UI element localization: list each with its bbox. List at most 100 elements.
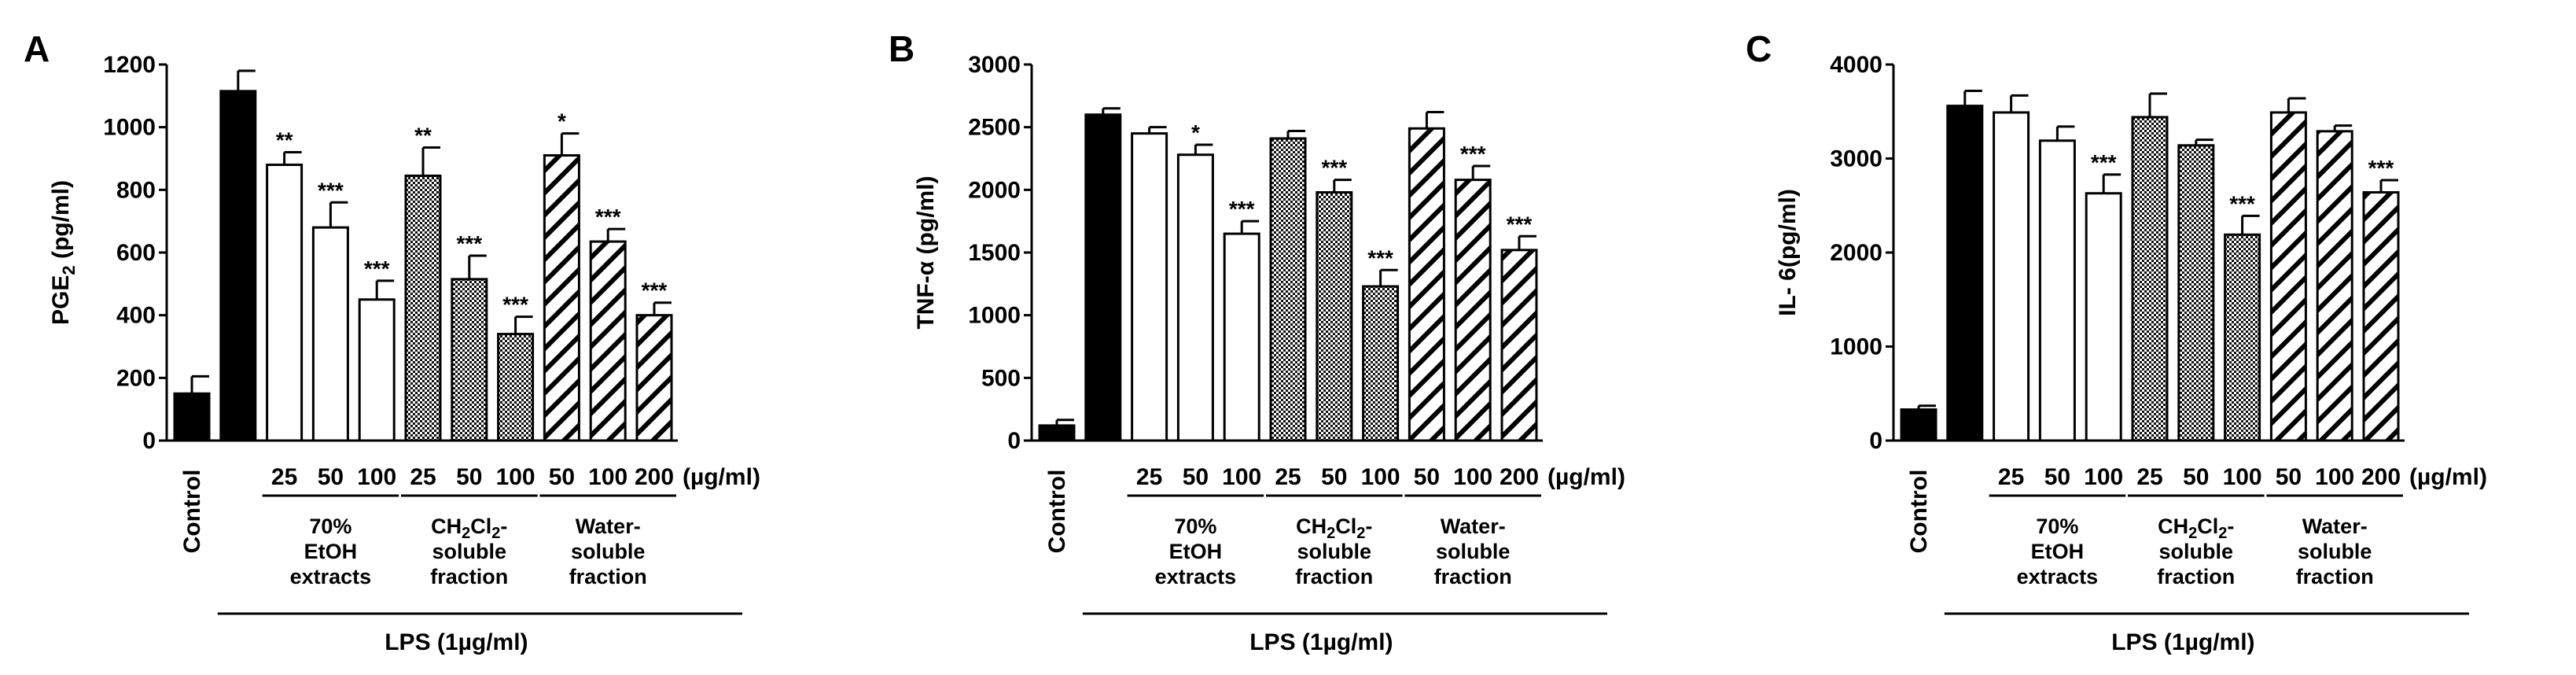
y-axis-label-main: PGE	[48, 275, 74, 325]
y-axis-label-main: IL- 6(pg/ml)	[1775, 189, 1801, 316]
group-label: CH2Cl2-	[1296, 515, 1372, 542]
significance-label: ***	[2229, 191, 2255, 216]
dose-label: 50	[1321, 464, 1347, 490]
dose-label: 50	[2044, 464, 2070, 490]
y-axis-label: PGE2 (pg/ml)	[48, 180, 79, 325]
bar	[2224, 233, 2261, 442]
dose-label: 25	[410, 464, 436, 490]
dose-label: 25	[1275, 464, 1301, 490]
panel-c: C 0 1000 2000 3000 4000 IL- 6(pg/ml) *** *** *** C…	[1746, 28, 2487, 655]
group-label: fraction	[2157, 565, 2235, 588]
dose-label: 100	[357, 464, 396, 490]
y-tick-label: 2500	[968, 115, 1021, 141]
dose-label: 50	[2276, 464, 2302, 490]
bar	[1223, 232, 1260, 442]
group-label: soluble	[432, 540, 507, 563]
dose-label: 100	[2223, 464, 2262, 490]
group-label: fraction	[1295, 565, 1373, 588]
dose-unit-label: (µg/ml)	[683, 464, 760, 490]
y-tick-label: 1000	[968, 303, 1021, 329]
bar	[2269, 111, 2307, 442]
group-label-part: 2	[2188, 525, 2197, 542]
dose-label: 50	[1414, 464, 1440, 490]
bar	[1316, 191, 1353, 442]
group-label: extracts	[2017, 565, 2099, 588]
bar	[219, 90, 257, 442]
dose-label: 25	[2136, 464, 2162, 490]
group-label-part: Cl	[2197, 515, 2218, 538]
dose-unit-label: (µg/ml)	[2409, 464, 2487, 490]
bar	[2177, 144, 2215, 442]
bar	[1993, 111, 2030, 442]
y-tick-label: 500	[981, 365, 1021, 391]
significance-label: ***	[595, 205, 621, 229]
group-label: 70%	[1174, 515, 1216, 538]
bar	[451, 278, 488, 442]
y-tick-label: 1000	[103, 115, 156, 141]
y-tick-label: 0	[1007, 428, 1021, 454]
group-label: EtOH	[2031, 540, 2085, 563]
group-label: CH2Cl2-	[2158, 515, 2234, 542]
bar	[635, 314, 673, 442]
group-label: 70%	[309, 515, 351, 538]
group-label: Water-	[2302, 515, 2368, 538]
group-label-part: Cl	[1335, 515, 1356, 538]
group-label: EtOH	[304, 540, 358, 563]
y-tick-label: 4000	[1830, 52, 1882, 78]
group-label-part: 2	[2218, 525, 2227, 542]
group-label-part: CH	[2158, 515, 2188, 538]
dose-label: 50	[2183, 464, 2209, 490]
bar	[404, 174, 442, 442]
bar	[266, 163, 304, 442]
dose-label: 50	[549, 464, 575, 490]
significance-label: ***	[318, 178, 344, 202]
bar	[497, 333, 535, 442]
y-tick-label: 1000	[1830, 334, 1882, 360]
group-label: fraction	[1434, 565, 1512, 588]
y-tick-label: 600	[116, 240, 156, 266]
bar	[2085, 192, 2122, 442]
bar	[1269, 137, 1307, 442]
significance-label: **	[414, 124, 432, 148]
dose-label: 100	[2315, 464, 2354, 490]
group-label: soluble	[2159, 540, 2234, 563]
bar	[173, 392, 211, 442]
lps-label: LPS (1µg/ml)	[2111, 629, 2254, 655]
y-tick-label: 1500	[968, 240, 1021, 266]
bar	[543, 154, 580, 442]
y-tick-label: 400	[116, 303, 156, 329]
bar	[2131, 116, 2169, 442]
bar	[1946, 105, 1984, 442]
bar	[1500, 249, 1538, 442]
dose-label: 25	[1998, 464, 2024, 490]
y-axis-label: IL- 6(pg/ml)	[1775, 189, 1801, 316]
dose-label: 100	[588, 464, 627, 490]
group-label-part: 2	[1327, 525, 1335, 542]
bar	[1084, 113, 1122, 442]
significance-label: ***	[2368, 156, 2394, 180]
group-label-part: CH	[431, 515, 462, 538]
bar	[358, 298, 396, 442]
panel-letter: A	[24, 28, 50, 69]
group-label: extracts	[290, 565, 372, 588]
y-tick-label: 0	[142, 428, 156, 454]
panel-letter: C	[1746, 28, 1772, 69]
bar	[311, 226, 349, 442]
significance-label: ***	[1460, 142, 1486, 166]
y-tick-label: 800	[116, 177, 156, 203]
group-label-part: 2	[462, 525, 470, 542]
group-label: fraction	[430, 565, 508, 588]
bar	[2362, 191, 2400, 442]
group-label: Water-	[576, 515, 641, 538]
group-label-part: -	[500, 515, 507, 538]
bar	[1900, 408, 1938, 442]
y-axis-label-unit: (pg/ml)	[48, 180, 74, 265]
group-label-part: CH	[1296, 515, 1327, 538]
y-tick-label: 3000	[968, 52, 1021, 78]
group-label: EtOH	[1169, 540, 1223, 563]
y-axis-label-subscript: 2	[59, 265, 79, 275]
bar	[589, 240, 627, 442]
bar	[1131, 132, 1168, 442]
